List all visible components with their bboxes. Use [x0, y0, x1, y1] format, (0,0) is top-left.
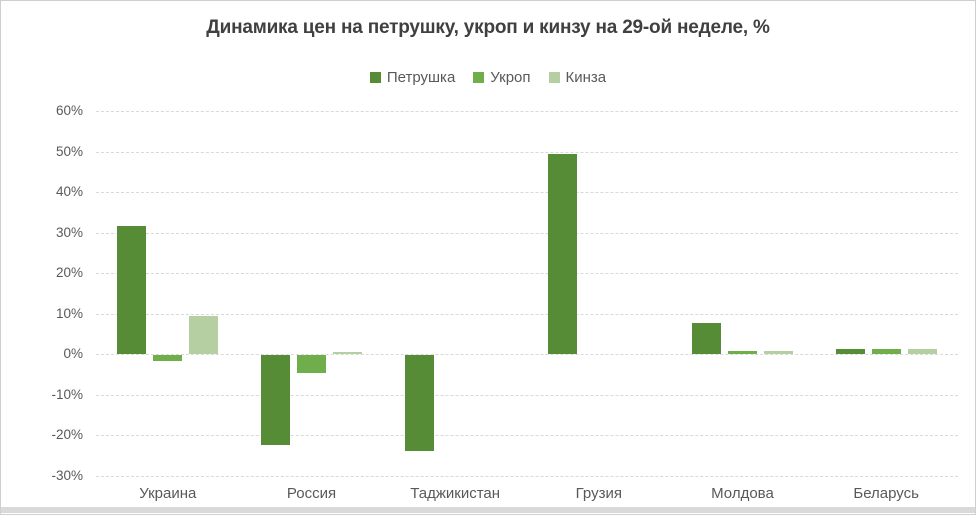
- plot-area: [96, 111, 958, 477]
- bar-Кинза-Молдова: [764, 351, 793, 355]
- gridline-20%: [96, 273, 958, 275]
- legend-label: Укроп: [490, 69, 531, 86]
- legend-swatch-icon: [548, 72, 560, 83]
- bar-Укроп-Украина: [153, 355, 183, 362]
- bar-Петрушка-Беларусь: [835, 349, 865, 355]
- bottom-strip: [1, 507, 975, 513]
- legend-item-Укроп: Укроп: [473, 69, 531, 86]
- chart-title: Динамика цен на петрушку, укроп и кинзу …: [206, 17, 770, 38]
- x-category-label-Украина: Украина: [139, 485, 197, 502]
- y-tick-label: 0%: [63, 346, 83, 362]
- x-category-label-Беларусь: Беларусь: [853, 485, 919, 502]
- gridline--10%: [96, 394, 958, 396]
- y-tick-label: 20%: [55, 265, 83, 281]
- legend-item-Петрушка: Петрушка: [369, 69, 456, 86]
- legend-swatch-icon: [369, 72, 381, 83]
- gridline--20%: [96, 435, 958, 437]
- legend-label: Петрушка: [386, 69, 456, 86]
- bar-Укроп-Беларусь: [871, 349, 901, 355]
- gridline-10%: [96, 313, 958, 315]
- gridline-0%: [96, 354, 958, 356]
- bar-Кинза-Беларусь: [907, 349, 937, 355]
- legend-swatch-icon: [473, 72, 485, 83]
- bar-Петрушка-Грузия: [548, 153, 578, 355]
- y-tick-label: 60%: [55, 103, 83, 118]
- gridline-40%: [96, 192, 958, 194]
- bar-Петрушка-Таджикистан: [404, 355, 434, 452]
- bar-Укроп-Россия: [297, 355, 326, 374]
- x-category-label-Грузия: Грузия: [575, 485, 622, 502]
- legend-item-Кинза: Кинза: [548, 69, 607, 86]
- bar-Петрушка-Молдова: [692, 322, 721, 355]
- bar-Петрушка-Россия: [261, 355, 290, 445]
- y-tick-label: 50%: [55, 143, 83, 159]
- chart-legend: Петрушка Укроп Кинза: [1, 69, 975, 86]
- y-tick-label: -20%: [51, 427, 83, 443]
- gridline-60%: [96, 111, 958, 112]
- gridline-30%: [96, 232, 958, 234]
- bar-Кинза-Украина: [189, 315, 219, 355]
- y-tick-label: 30%: [55, 224, 83, 240]
- y-tick-label: -10%: [51, 386, 83, 402]
- bar-Укроп-Молдова: [728, 351, 757, 355]
- y-tick-label: 40%: [55, 184, 83, 200]
- gridline--30%: [96, 476, 958, 477]
- bar-Кинза-Россия: [333, 352, 362, 355]
- x-category-label-Молдова: Молдова: [711, 485, 774, 502]
- x-category-label-Россия: Россия: [286, 485, 337, 502]
- x-category-label-Таджикистан: Таджикистан: [410, 485, 501, 502]
- y-tick-label: -30%: [51, 468, 83, 483]
- y-tick-label: 10%: [55, 305, 83, 321]
- bar-Петрушка-Украина: [117, 225, 147, 355]
- legend-label: Кинза: [565, 69, 607, 86]
- gridline-50%: [96, 151, 958, 153]
